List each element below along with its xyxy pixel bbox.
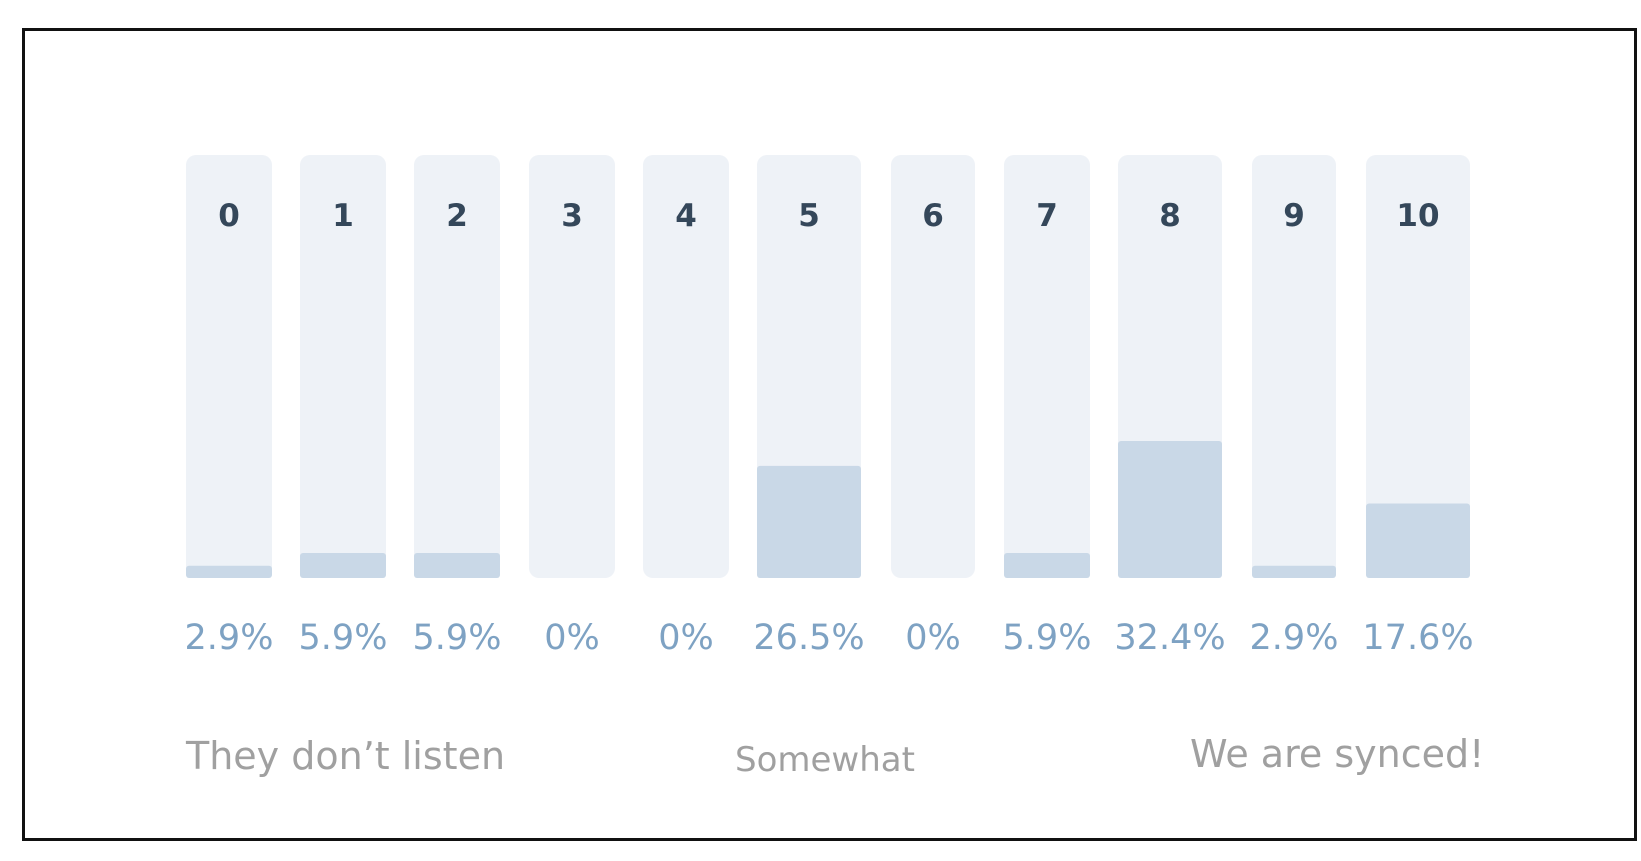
scale-label-high: We are synced! (1190, 732, 1485, 776)
scale-label-low: They don’t listen (186, 734, 506, 778)
category-label-10: 10 (1396, 198, 1439, 234)
category-label-5: 5 (798, 198, 820, 234)
value-label-2: 5.9% (413, 618, 502, 658)
scale-label-mid: Somewhat (735, 740, 915, 780)
bar-track-7 (1004, 155, 1090, 578)
bar-fill-8 (1118, 440, 1222, 578)
bar-fill-1 (300, 553, 386, 578)
category-label-7: 7 (1036, 198, 1058, 234)
value-label-3: 0% (544, 618, 600, 658)
value-label-8: 32.4% (1114, 618, 1225, 658)
value-label-1: 5.9% (299, 618, 388, 658)
category-label-8: 8 (1159, 198, 1181, 234)
bar-fill-0 (186, 565, 272, 578)
bar-track-6 (891, 155, 975, 578)
value-label-0: 2.9% (185, 618, 274, 658)
value-label-5: 26.5% (753, 618, 864, 658)
bar-track-0 (186, 155, 272, 578)
bar-fill-10 (1366, 503, 1470, 578)
category-label-4: 4 (675, 198, 697, 234)
value-label-9: 2.9% (1250, 618, 1339, 658)
category-label-1: 1 (332, 198, 354, 234)
bar-fill-7 (1004, 553, 1090, 578)
value-label-6: 0% (905, 618, 961, 658)
bar-fill-2 (414, 553, 500, 578)
category-label-0: 0 (218, 198, 240, 234)
category-label-3: 3 (561, 198, 583, 234)
category-label-2: 2 (446, 198, 468, 234)
bar-track-4 (643, 155, 729, 578)
bar-track-1 (300, 155, 386, 578)
bar-track-2 (414, 155, 500, 578)
category-label-9: 9 (1283, 198, 1305, 234)
bar-track-3 (529, 155, 615, 578)
value-label-10: 17.6% (1362, 618, 1473, 658)
bar-group: 0 2.9% 1 5.9% 2 5.9% 3 0% 4 0% 5 26.5% 6 0% 7 5.9% 8 32.4… (185, 155, 1474, 658)
bar-fill-5 (757, 465, 861, 578)
bar-track-10 (1366, 155, 1470, 578)
category-label-6: 6 (922, 198, 944, 234)
value-label-4: 0% (658, 618, 714, 658)
value-label-7: 5.9% (1003, 618, 1092, 658)
bar-fill-9 (1252, 565, 1336, 578)
bar-track-9 (1252, 155, 1336, 578)
